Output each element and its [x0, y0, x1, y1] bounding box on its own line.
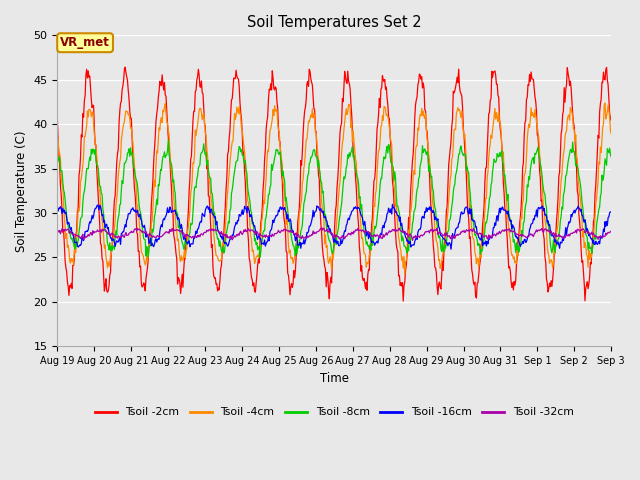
Title: Soil Temperatures Set 2: Soil Temperatures Set 2 [247, 15, 422, 30]
Y-axis label: Soil Temperature (C): Soil Temperature (C) [15, 130, 28, 252]
Text: VR_met: VR_met [60, 36, 110, 49]
Legend: Tsoil -2cm, Tsoil -4cm, Tsoil -8cm, Tsoil -16cm, Tsoil -32cm: Tsoil -2cm, Tsoil -4cm, Tsoil -8cm, Tsoi… [91, 403, 578, 422]
X-axis label: Time: Time [320, 372, 349, 384]
